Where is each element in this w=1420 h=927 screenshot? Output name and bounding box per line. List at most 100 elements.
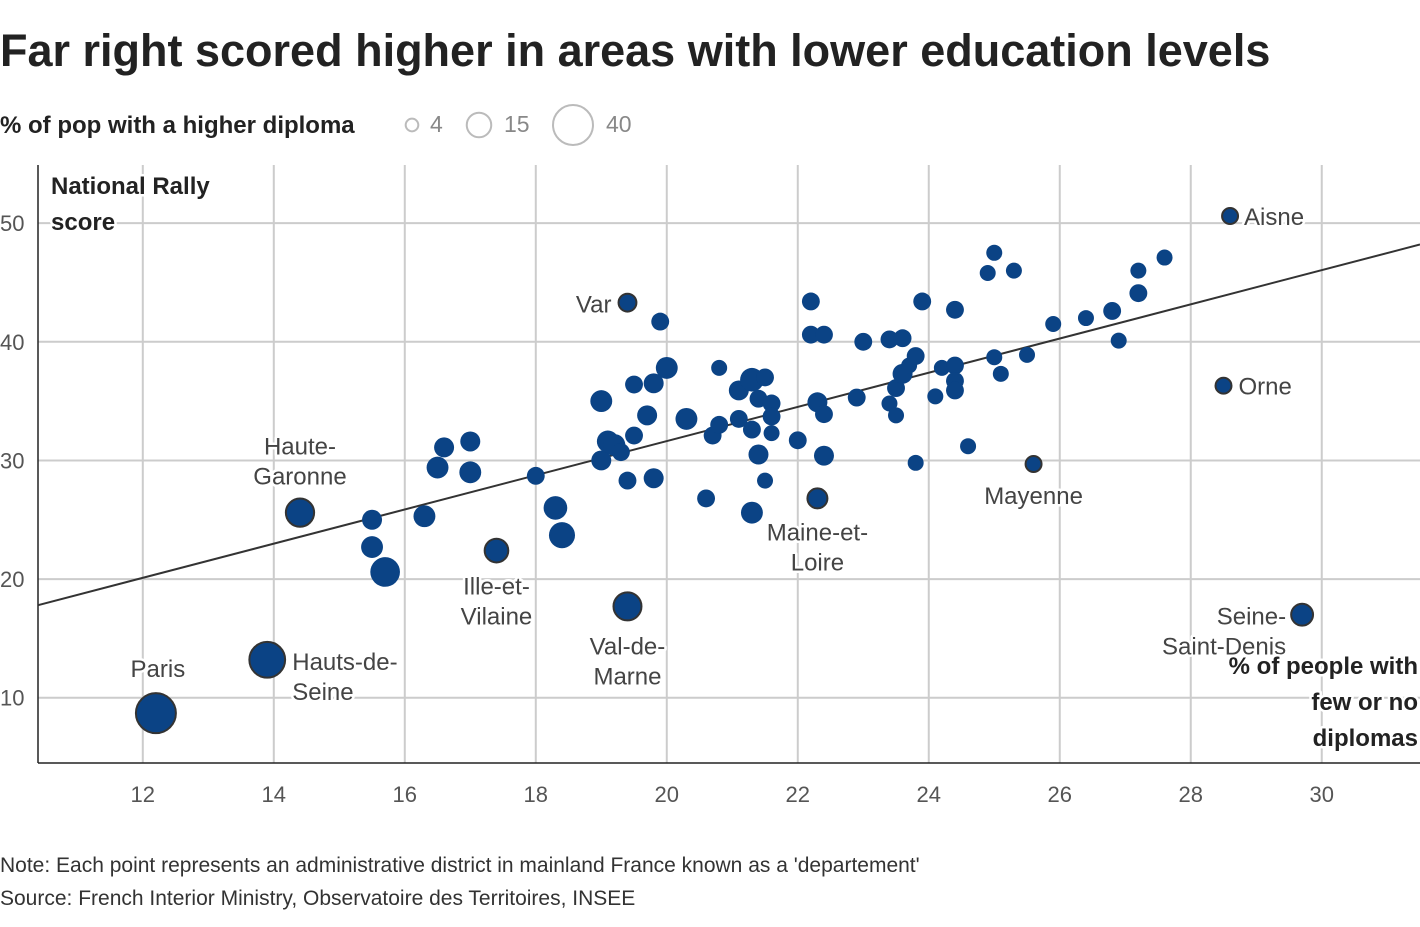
y-axis-title: National Rally score <box>49 171 213 239</box>
data-point <box>1156 249 1173 266</box>
data-point <box>815 405 833 424</box>
highlighted-data-point <box>134 692 177 735</box>
highlighted-data-point <box>806 487 829 510</box>
x-tick-label: 20 <box>655 782 679 807</box>
data-point <box>543 496 568 520</box>
data-point <box>801 292 820 311</box>
point-label: Hauts-de- <box>292 649 397 676</box>
data-point <box>611 443 630 462</box>
trend-line <box>37 243 1420 607</box>
data-point <box>655 356 678 379</box>
point-label: Aisne <box>1244 204 1304 231</box>
data-points <box>134 207 1315 735</box>
data-point <box>1129 284 1148 303</box>
data-point <box>880 330 899 349</box>
point-label: Seine <box>292 679 353 706</box>
data-point <box>426 456 449 479</box>
highlighted-data-point <box>248 640 287 679</box>
x-tick-label: 26 <box>1048 782 1072 807</box>
data-point <box>548 522 576 549</box>
x-axis-title: % of people with few or no diplomas <box>1226 651 1420 755</box>
legend-title: % of pop with a higher diploma <box>0 112 355 139</box>
x-tick-label: 28 <box>1179 782 1203 807</box>
data-point <box>906 347 925 365</box>
legend-circle-large <box>552 104 594 146</box>
x-tick-label: 30 <box>1310 782 1334 807</box>
data-point <box>459 461 482 484</box>
data-point <box>757 472 774 489</box>
data-point <box>1103 302 1122 320</box>
data-point <box>960 438 977 455</box>
highlighted-data-point <box>612 591 643 622</box>
point-label: Saint-Denis <box>1162 634 1286 661</box>
point-label: Maine-et- <box>767 519 868 546</box>
point-label: Seine- <box>1217 604 1286 631</box>
highlighted-data-point <box>1290 602 1315 627</box>
highlighted-data-point <box>483 537 510 564</box>
highlighted-data-point <box>1024 455 1043 473</box>
y-axis-title-line: score <box>51 209 115 236</box>
x-tick-label: 18 <box>524 782 548 807</box>
data-point <box>1019 346 1036 363</box>
data-point <box>675 407 698 430</box>
data-point <box>370 557 400 587</box>
data-point <box>946 300 964 319</box>
point-label: Loire <box>791 549 844 576</box>
y-tick-label: 20 <box>0 567 24 592</box>
legend-label-small: 4 <box>430 111 443 137</box>
y-tick-label: 10 <box>0 686 24 711</box>
x-tick-label: 16 <box>393 782 417 807</box>
legend-circle-medium <box>465 111 493 139</box>
data-point <box>907 454 924 471</box>
data-point <box>710 415 729 434</box>
highlighted-data-point <box>1214 376 1233 395</box>
data-point <box>711 359 728 376</box>
data-point <box>1130 262 1147 279</box>
data-point <box>625 426 643 445</box>
highlighted-data-point <box>617 292 638 313</box>
data-point <box>526 466 545 485</box>
data-point <box>847 388 866 407</box>
data-point <box>979 264 996 281</box>
data-point <box>591 450 612 471</box>
data-point <box>361 536 383 559</box>
data-point <box>913 292 932 311</box>
y-tick-label: 30 <box>0 448 24 473</box>
data-point <box>986 349 1003 366</box>
point-labels: Paris Hauts-de- Seine Haute- Garonne Ille-et-… <box>128 202 1307 709</box>
point-label: Garonne <box>253 464 346 491</box>
data-point <box>927 388 944 405</box>
data-point <box>854 332 873 351</box>
point-label: Ille-et- <box>463 574 530 601</box>
legend-circle-small <box>404 117 420 133</box>
data-point <box>986 244 1003 261</box>
data-point <box>740 501 763 524</box>
data-point <box>618 471 637 490</box>
data-point <box>729 409 748 428</box>
data-point <box>434 437 455 458</box>
data-point <box>1110 332 1127 349</box>
data-point <box>742 420 761 439</box>
data-point <box>362 509 383 530</box>
point-label: Mayenne <box>984 483 1083 510</box>
y-tick-label: 50 <box>0 211 24 236</box>
point-label: Val-de- <box>590 633 666 660</box>
data-point <box>801 325 820 344</box>
x-tick-label: 22 <box>786 782 810 807</box>
data-point <box>946 381 964 400</box>
data-point <box>946 356 964 375</box>
size-legend: % of pop with a higher diploma 4 15 40 <box>0 104 632 146</box>
point-label: Marne <box>593 663 661 690</box>
data-point <box>815 325 833 344</box>
y-tick-label: 40 <box>0 330 24 355</box>
highlighted-data-point <box>284 497 316 528</box>
data-point <box>992 365 1009 382</box>
data-point <box>1005 262 1022 279</box>
point-label: Paris <box>131 656 186 683</box>
data-point <box>893 329 912 348</box>
source: Source: French Interior Ministry, Observ… <box>0 887 635 910</box>
highlighted-data-point <box>1221 207 1240 226</box>
point-label: Haute- <box>264 434 336 461</box>
data-point <box>756 368 774 387</box>
